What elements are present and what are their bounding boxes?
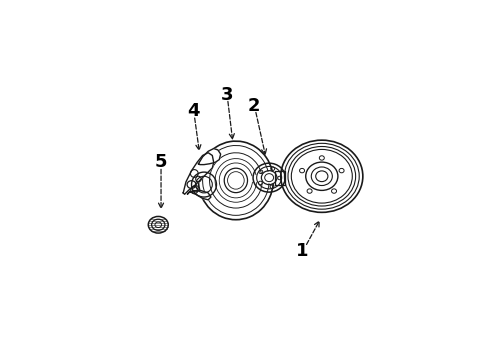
Polygon shape [183, 153, 214, 194]
Text: 5: 5 [155, 153, 167, 171]
Text: 4: 4 [187, 102, 199, 120]
Text: 3: 3 [220, 86, 233, 104]
Text: 2: 2 [247, 97, 260, 115]
Polygon shape [187, 191, 211, 200]
Polygon shape [198, 149, 220, 165]
Text: 1: 1 [295, 242, 308, 260]
Polygon shape [275, 171, 285, 185]
